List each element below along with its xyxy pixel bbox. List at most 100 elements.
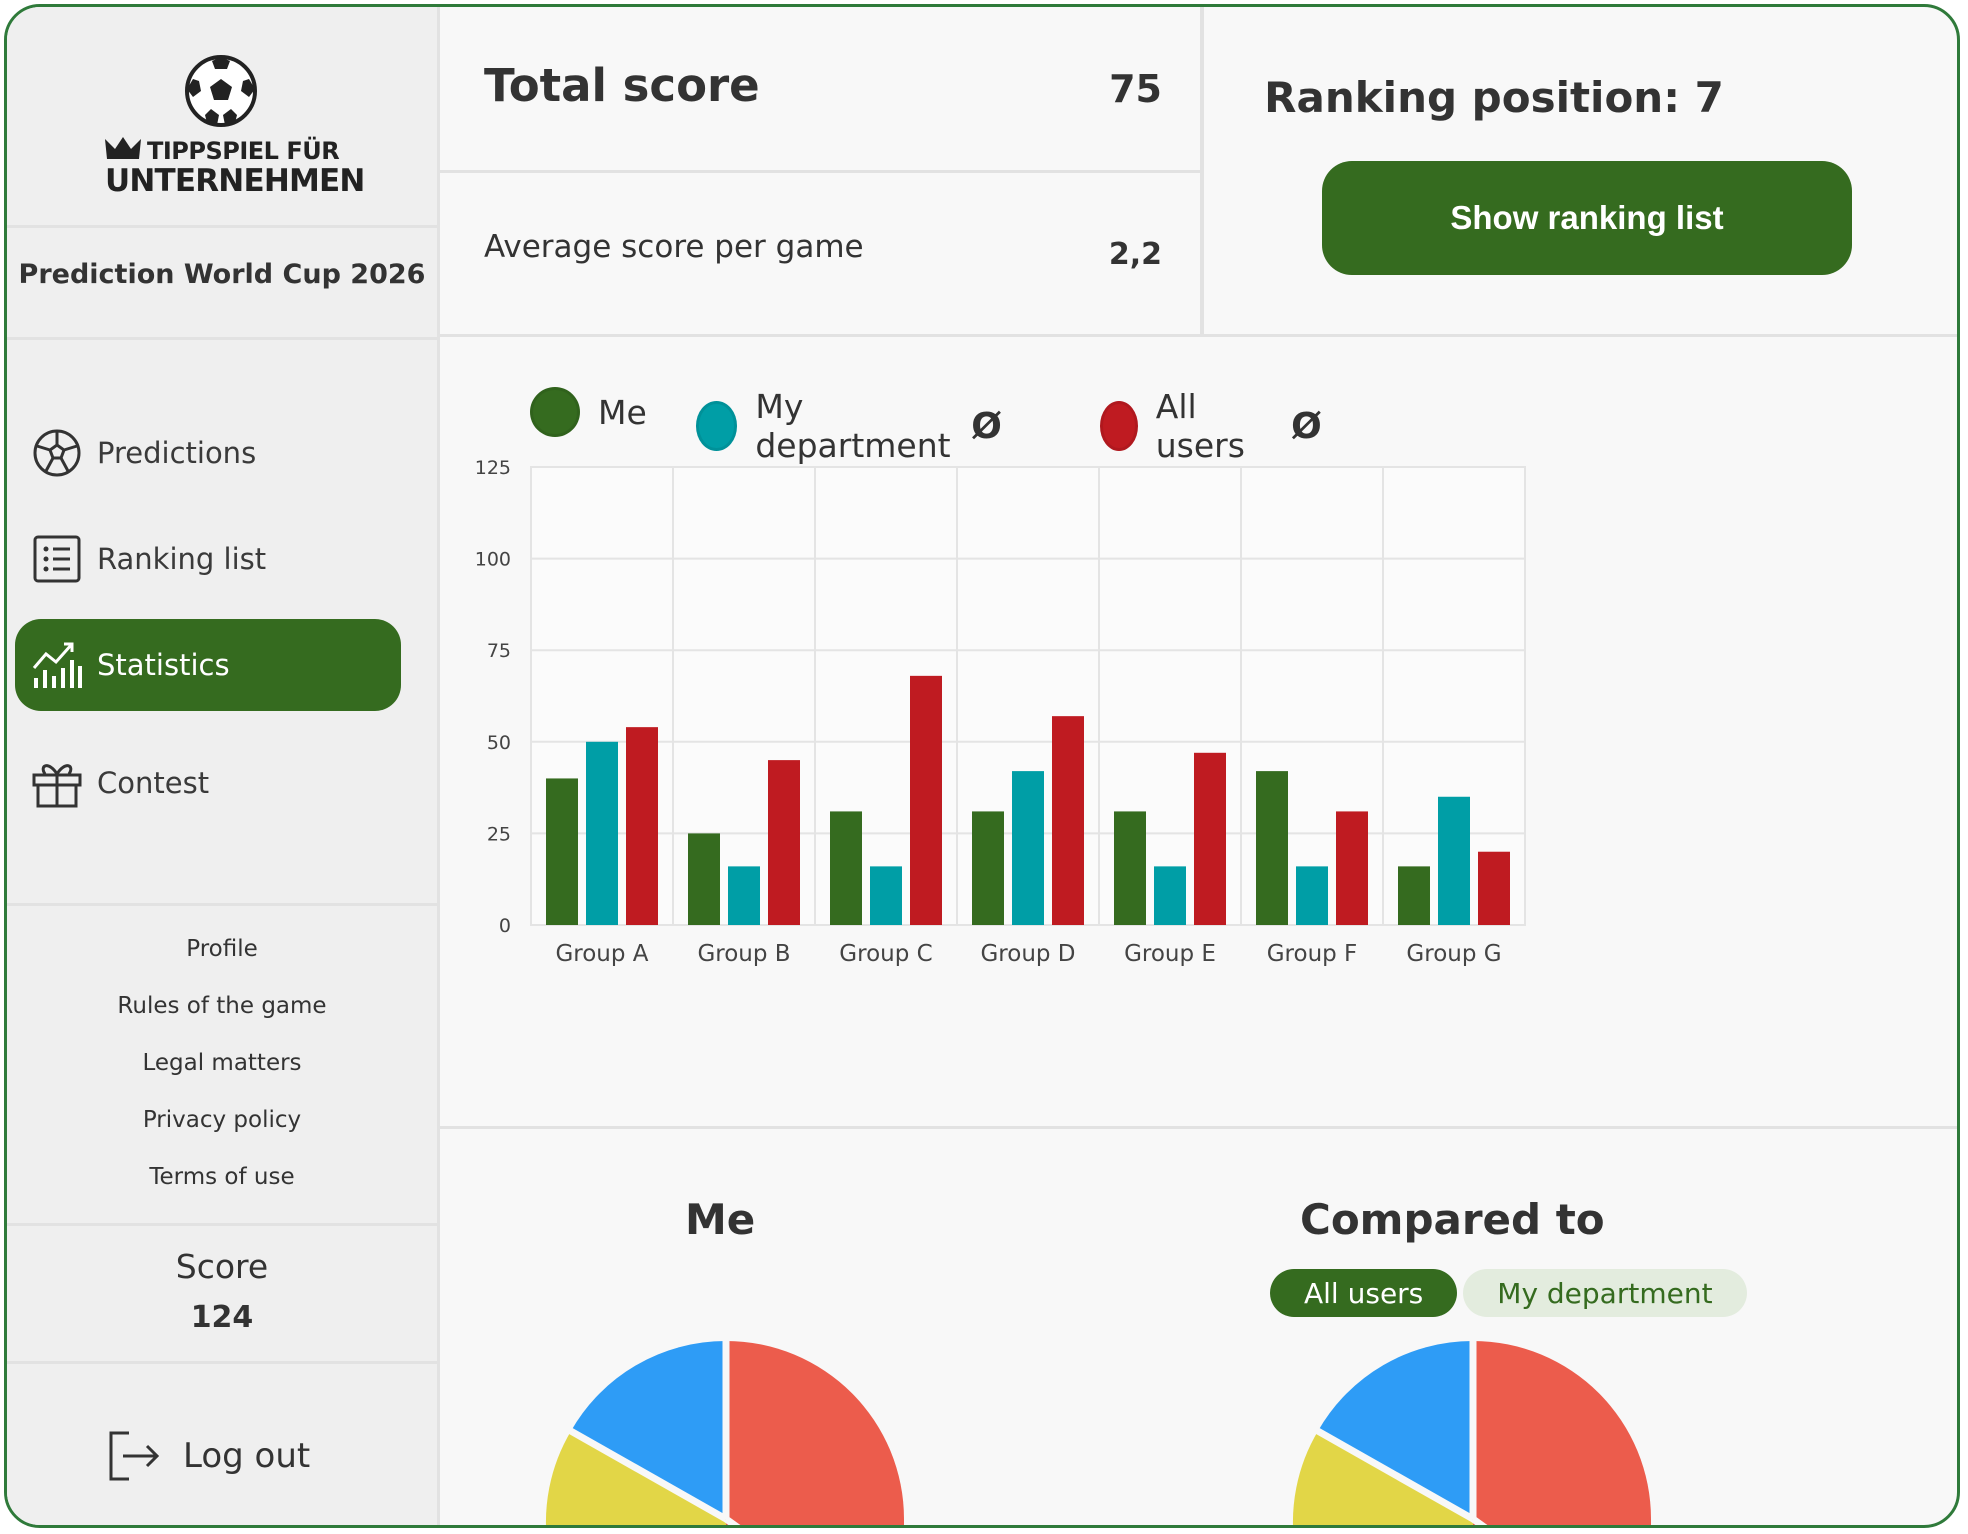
x-tick-label: Group C [839,941,932,967]
bar-all-users [768,760,800,925]
bar-all-users [910,675,942,925]
y-tick-label: 75 [487,640,511,662]
bar-me [1114,811,1146,925]
nav-item-statistics[interactable]: Statistics [15,619,401,711]
profile-link[interactable]: Profile [186,936,258,962]
bar-department [1154,866,1186,925]
x-tick-label: Group F [1267,941,1358,967]
pie-chart-compared [1292,1339,1651,1525]
bar-department [870,866,902,925]
app-window: TIPPSPIEL FÜR UNTERNEHMEN Prediction Wor… [4,4,1960,1528]
legend-item-department[interactable]: My department Ø [696,387,1002,465]
average-symbol: Ø [971,405,1002,447]
nav-item-ranking-list[interactable]: Ranking list [15,513,401,605]
pie-slice-yellow [1292,1431,1473,1525]
bar-me [546,778,578,925]
x-tick-label: Group A [555,941,648,967]
legend-dot-all-users [1100,401,1138,451]
pie-title-me: Me [685,1195,756,1244]
bar-me [830,811,862,925]
divider [7,225,437,228]
logo: TIPPSPIEL FÜR UNTERNEHMEN [7,47,437,199]
bar-department [728,866,760,925]
x-tick-label: Group G [1406,941,1501,967]
logout-icon [109,1431,160,1481]
soccer-ball-icon [31,427,83,479]
average-score-panel: Average score per game 2,2 [440,173,1200,337]
bar-me [1256,771,1288,925]
terms-link[interactable]: Terms of use [149,1164,295,1190]
comparison-toggle: All users My department [1270,1269,1747,1317]
legal-link[interactable]: Legal matters [142,1050,302,1076]
logout-label: Log out [183,1436,311,1476]
bar-all-users [1052,716,1084,925]
footer-links: Profile Rules of the game Legal matters … [7,929,437,1214]
legend-dot-me [530,387,580,437]
divider [1200,7,1204,337]
bar-department [1438,796,1470,925]
pie-slice-red [1473,1341,1651,1525]
list-icon [31,533,83,585]
pie-chart-me [545,1339,904,1525]
brand-line-1: TIPPSPIEL FÜR [147,137,340,165]
x-tick-label: Group E [1124,941,1216,967]
pie-slice-blue [1318,1340,1473,1519]
x-tick-label: Group D [980,941,1075,967]
privacy-link[interactable]: Privacy policy [142,1107,302,1133]
game-title: Prediction World Cup 2026 [18,259,426,290]
crown-icon [105,137,141,159]
legend-label: My department [755,387,951,465]
total-score-value: 75 [1109,67,1162,111]
bar-me [1398,866,1430,925]
nav-label: Contest [97,766,210,800]
y-tick-label: 100 [475,549,511,571]
gift-icon [31,757,83,809]
nav-label: Statistics [97,648,230,682]
bar-all-users [626,727,658,925]
chart-icon [31,639,83,691]
bar-department [1296,866,1328,925]
divider [7,337,437,340]
bar-me [972,811,1004,925]
pie-section: Me Compared to All users My department [440,1129,1957,1525]
nav-item-predictions[interactable]: Predictions [15,407,401,499]
divider [7,1223,437,1226]
show-ranking-list-button[interactable]: Show ranking list [1322,161,1852,275]
bar-chart: 0 25 50 75 100 125 Group A Group B Group C Group … [475,457,1526,967]
legend-label: Me [598,392,647,432]
nav-item-contest[interactable]: Contest [15,737,401,829]
score-box: Score 124 [7,1247,437,1335]
y-tick-label: 50 [487,732,511,754]
pie-slice-blue [571,1340,726,1519]
divider [7,1361,437,1364]
y-tick-label: 25 [487,823,511,845]
logout-button[interactable]: Log out [107,1429,310,1483]
ranking-position: Ranking position: 7 [1264,73,1724,122]
sidebar: TIPPSPIEL FÜR UNTERNEHMEN Prediction Wor… [7,7,440,1525]
pie-slice-red [726,1341,904,1525]
legend-dot-department [696,401,738,451]
nav-label: Ranking list [97,542,267,576]
average-score-value: 2,2 [1108,237,1162,272]
bar-me [688,833,720,925]
bar-all-users [1336,811,1368,925]
pie-title-compared: Compared to [1300,1195,1605,1244]
toggle-all-users[interactable]: All users [1270,1269,1458,1317]
rules-link[interactable]: Rules of the game [117,993,327,1019]
divider [7,903,437,906]
ranking-panel: Ranking position: 7 Show ranking list [1204,7,1957,337]
legend-label: All users [1155,387,1245,465]
legend-item-all-users[interactable]: All users Ø [1100,387,1322,465]
brand-line-2: UNTERNEHMEN [105,163,365,199]
statistics-chart: Me My department Ø All users Ø 0 25 50 75 10… [440,337,1957,1129]
pie-slice-yellow [545,1431,726,1525]
y-tick-label: 0 [499,915,511,937]
soccer-ball-logo-icon [185,55,257,127]
x-tick-label: Group B [697,941,790,967]
toggle-my-department[interactable]: My department [1463,1269,1747,1317]
nav-label: Predictions [97,436,257,470]
legend-item-me[interactable]: Me [530,387,647,437]
y-tick-label: 125 [475,457,511,479]
bar-department [1012,771,1044,925]
average-score-label: Average score per game [484,229,864,265]
